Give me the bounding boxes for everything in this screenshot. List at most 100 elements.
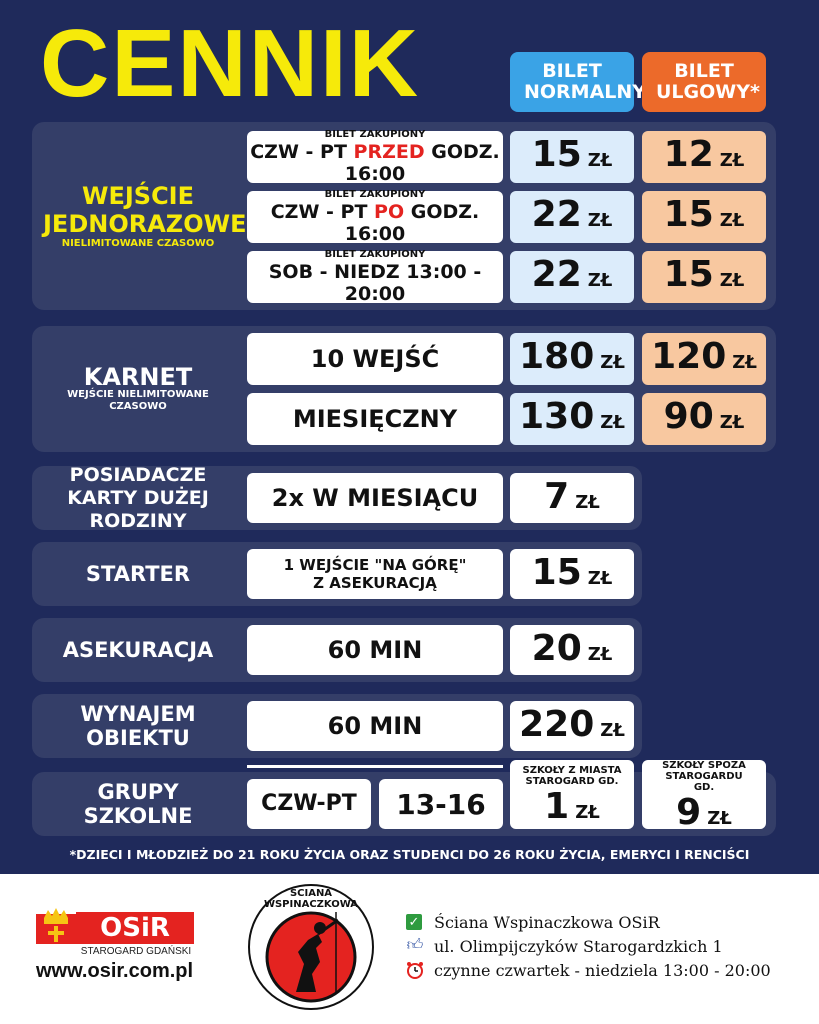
price-value: 1 (544, 786, 570, 827)
single-entry-row-1-normal-price: 15 ZŁ (510, 131, 634, 183)
single-entry-row-3-reduced-price: 15 ZŁ (642, 251, 766, 303)
rental-price: 220 ZŁ (510, 701, 634, 751)
pass-row-1-label: 10 WEJŚĆ (247, 333, 503, 385)
family-card-option-text: 2x W MIESIĄCU (271, 484, 479, 512)
check-icon: ✓ (406, 914, 422, 930)
price-value: 90 (663, 396, 714, 437)
page-title: CENNIK (40, 10, 421, 117)
info-text: czynne czwartek - niedziela 13:00 - 20:0… (434, 960, 771, 980)
belay-price: 20 ZŁ (510, 625, 634, 675)
currency: ZŁ (587, 568, 613, 589)
school-days-text: CZW-PT (261, 791, 357, 816)
belay-option-text: 60 MIN (327, 636, 423, 664)
currency: ZŁ (719, 270, 745, 291)
price-value: 12 (663, 134, 714, 175)
starter-option-line-2: Z ASEKURACJĄ (313, 574, 437, 592)
currency: ZŁ (732, 352, 757, 373)
thumbs-up-icon: 👍︎ (406, 937, 424, 954)
single-entry-row-1-reduced-price: 12 ZŁ (642, 131, 766, 183)
header-reduced-ticket: BILET ULGOWY* (642, 52, 766, 112)
starter-option: 1 WEJŚCIE "NA GÓRĘ" Z ASEKURACJĄ (247, 549, 503, 599)
currency: ZŁ (719, 150, 745, 171)
price-value: 15 (663, 194, 714, 235)
climber-icon (248, 884, 374, 1010)
header-reduced-label: BILET ULGOWY* (656, 60, 760, 103)
currency: ZŁ (707, 807, 732, 829)
price-value: 9 (676, 791, 702, 833)
days-text: CZW - PT (250, 141, 354, 163)
school-hours-text: 13-16 (396, 787, 486, 821)
single-entry-row-2-label: BILET ZAKUPIONY CZW - PT PO GODZ. 16:00 (247, 189, 503, 245)
currency: ZŁ (587, 644, 613, 665)
currency: ZŁ (575, 802, 600, 823)
pass-title: KARNET (83, 363, 193, 391)
currency: ZŁ (587, 270, 613, 291)
info-text: ul. Olimpijczyków Starogardzkich 1 (434, 936, 723, 956)
highlight-text: PRZED (353, 141, 425, 163)
rental-option-text: 60 MIN (327, 712, 423, 740)
pass-row-2-reduced-price: 90 ZŁ (642, 393, 766, 445)
price-value: 20 (531, 628, 582, 669)
price-value: 7 (544, 476, 570, 517)
pass-label: KARNET WEJŚCIE NIELIMITOWANE CZASOWO (38, 326, 238, 452)
osir-logo-text: OSiR (76, 912, 194, 944)
family-card-price: 7 ZŁ (510, 473, 634, 523)
single-entry-row-3-label: BILET ZAKUPIONY SOB - NIEDZ 13:00 - 20:0… (247, 249, 503, 305)
pass-option-text: 10 WEJŚĆ (310, 345, 440, 373)
price-value: 22 (531, 194, 582, 235)
header-normal-ticket: BILET NORMALNY (510, 52, 647, 112)
days-text: SOB - NIEDZ 13:00 - 20:00 (268, 261, 482, 305)
price-value: 15 (663, 254, 714, 295)
price-value: 130 (519, 396, 595, 437)
belay-title: ASEKURACJA (62, 638, 214, 662)
family-card-option: 2x W MIESIĄCU (247, 473, 503, 523)
currency: ZŁ (719, 412, 745, 433)
pass-option-text: MIESIĘCZNY (292, 405, 458, 433)
days-text: CZW - PT (270, 201, 375, 223)
ticket-note: BILET ZAKUPIONY (324, 249, 426, 260)
alarm-clock-icon (406, 961, 424, 979)
school-days: CZW-PT (247, 779, 371, 829)
currency: ZŁ (600, 720, 625, 741)
school-groups-title: GRUPY SZKOLNE (83, 780, 193, 828)
price-value: 120 (651, 336, 727, 377)
pass-row-1-reduced-price: 120 ZŁ (642, 333, 766, 385)
starter-price: 15 ZŁ (510, 549, 634, 599)
single-entry-row-1-label: BILET ZAKUPIONY CZW - PT PRZED GODZ. 16:… (247, 129, 503, 185)
belay-label: ASEKURACJA (36, 618, 240, 682)
school-local-label: SZKOŁY Z MIASTA STAROGARD GD. (522, 765, 622, 787)
belay-option: 60 MIN (247, 625, 503, 675)
price-value: 15 (531, 134, 582, 175)
school-outside-label: SZKOŁY SPOZA STAROGARDU GD. (662, 759, 746, 793)
website-link[interactable]: www.osir.com.pl (36, 960, 194, 982)
divider (247, 765, 503, 768)
climbing-wall-logo: ŚCIANA WSPINACZKOWA (246, 882, 376, 1012)
rental-title: WYNAJEM OBIEKTU (80, 702, 196, 750)
single-entry-subtitle: NIELIMITOWANE CZASOWO (61, 238, 215, 249)
price-value: 220 (519, 704, 595, 745)
currency: ZŁ (719, 210, 745, 231)
currency: ZŁ (587, 150, 613, 171)
currency: ZŁ (575, 492, 600, 513)
osir-subtitle: STAROGARD GDAŃSKI (80, 946, 192, 957)
price-value: 180 (519, 336, 595, 377)
single-entry-row-2-normal-price: 22 ZŁ (510, 191, 634, 243)
osir-logo: OSiR (36, 904, 196, 948)
pass-row-2-normal-price: 130 ZŁ (510, 393, 634, 445)
highlight-text: PO (374, 201, 405, 223)
single-entry-title: WEJŚCIE JEDNORAZOWE (43, 182, 247, 238)
pass-subtitle: WEJŚCIE NIELIMITOWANE CZASOWO (67, 389, 209, 412)
rental-label: WYNAJEM OBIEKTU (36, 694, 240, 758)
pass-row-2-label: MIESIĘCZNY (247, 393, 503, 445)
footnote: *DZIECI I MŁODZIEŻ DO 21 ROKU ŻYCIA ORAZ… (69, 847, 750, 862)
currency: ZŁ (600, 352, 625, 373)
family-card-label: POSIADACZE KARTY DUŻEJ RODZINY (36, 464, 240, 532)
climbing-wall-logo-text: ŚCIANA WSPINACZKOWA (263, 888, 359, 910)
starter-label: STARTER (36, 542, 240, 606)
school-hours: 13-16 (379, 779, 503, 829)
crown-cross-icon (36, 908, 76, 944)
header-normal-label: BILET NORMALNY (524, 60, 647, 103)
currency: ZŁ (600, 412, 625, 433)
rental-option: 60 MIN (247, 701, 503, 751)
single-entry-label: WEJŚCIE JEDNORAZOWE NIELIMITOWANE CZASOW… (38, 124, 247, 308)
